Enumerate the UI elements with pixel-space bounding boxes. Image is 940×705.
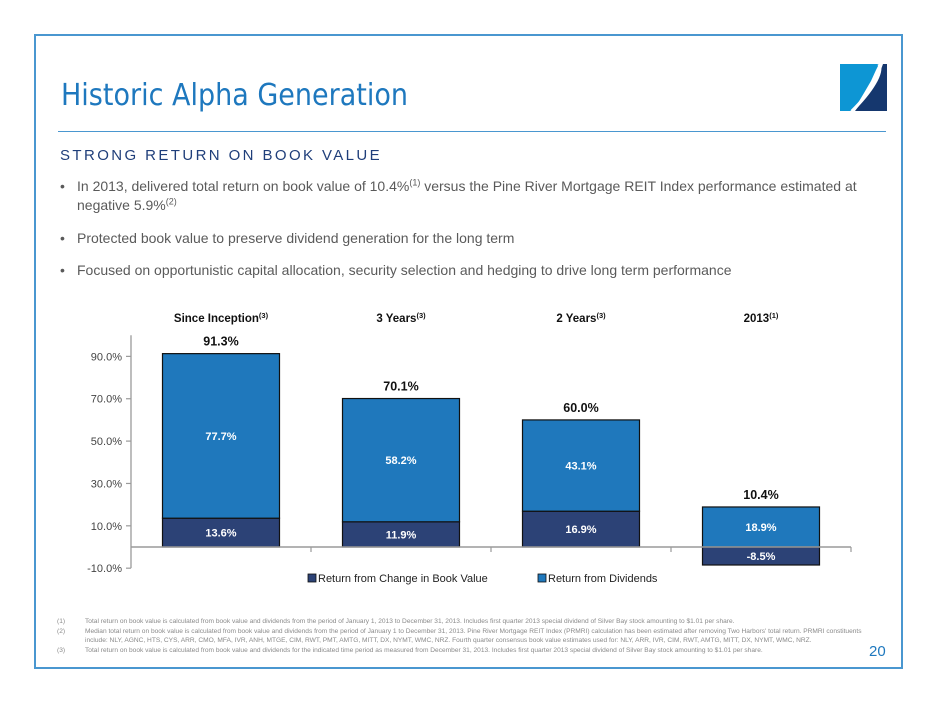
footnote-2: (2) Median total return on book value is … — [57, 627, 877, 646]
bar-segment-label: 77.7% — [205, 431, 236, 443]
bar-segment-label: 13.6% — [205, 528, 236, 540]
footnote-number: (1) — [57, 618, 66, 625]
bar-total-label: 91.3% — [203, 335, 238, 349]
category-label: 3 Years(3) — [376, 311, 426, 325]
bar-segment-label: -8.5% — [747, 551, 776, 563]
category-label: Since Inception(3) — [174, 311, 269, 325]
footnote-text: Total return on book value is calculated… — [85, 646, 763, 654]
bullet-text: In 2013, delivered total return on book … — [77, 178, 410, 194]
bar-segment-book-value — [521, 510, 641, 548]
bar-total-label: 10.4% — [743, 488, 778, 502]
y-tick-label: -10.0% — [87, 563, 122, 575]
stacked-bar-chart: -10.0% 10.0% 30.0% 50.0% 70.0% 90.0% Since Inc… — [87, 311, 852, 585]
footnote-ref: (2) — [165, 196, 177, 207]
footnote-1: (1) Total return on book value is calcula… — [57, 617, 877, 627]
footnote-number: (2) — [57, 627, 66, 635]
bar-segment-label: 18.9% — [745, 522, 776, 534]
bar-segment-label: 43.1% — [565, 461, 596, 473]
bullet-text: versus the Pine River Mortgage REIT Inde… — [77, 178, 857, 213]
bar-segment-label: 16.9% — [565, 524, 596, 536]
bar-segment-label: 58.2% — [385, 455, 416, 467]
slide-frame — [34, 34, 903, 669]
y-tick-label: 70.0% — [91, 394, 122, 406]
footnotes: (1) Total return on book value is calcula… — [57, 617, 877, 655]
bar-total-label: 70.1% — [383, 380, 418, 394]
footnote-text: Total return on book value is calculated… — [85, 618, 735, 625]
y-tick-label: 10.0% — [91, 521, 122, 533]
legend-label: Return from Dividends — [548, 573, 658, 585]
bullet-item: In 2013, delivered total return on book … — [60, 177, 890, 215]
page-title: Historic Alpha Generation — [61, 78, 408, 113]
bar-total-label: 60.0% — [563, 401, 598, 415]
y-tick-label: 30.0% — [91, 478, 122, 490]
legend-label: Return from Change in Book Value — [318, 573, 488, 585]
category-label: 2013(1) — [744, 311, 779, 325]
bullet-list: In 2013, delivered total return on book … — [60, 177, 890, 280]
footnote-number: (3) — [57, 646, 66, 654]
footnote-text: Median total return on book value is cal… — [85, 627, 862, 645]
page-number: 20 — [869, 643, 886, 660]
bullet-text: Focused on opportunistic capital allocat… — [77, 262, 732, 278]
bullet-item: Focused on opportunistic capital allocat… — [60, 261, 890, 280]
bullet-item: Protected book value to preserve dividen… — [60, 229, 890, 248]
bar-segment-label: 11.9% — [386, 529, 417, 541]
bar-segment-dividends — [161, 353, 281, 519]
footnote-3: (3) Total return on book value is calcula… — [57, 646, 877, 656]
brand-logo-icon — [840, 63, 887, 113]
y-tick-label: 50.0% — [91, 436, 122, 448]
legend-swatch — [537, 573, 547, 583]
title-divider — [58, 131, 886, 132]
bar-segment-dividends — [341, 397, 461, 523]
y-tick-label: 90.0% — [91, 351, 122, 363]
bar-segment-dividends — [521, 419, 641, 512]
footnote-ref: (1) — [409, 177, 421, 188]
section-subtitle: STRONG RETURN ON BOOK VALUE — [60, 147, 383, 164]
category-label: 2 Years(3) — [556, 311, 606, 325]
bullet-text: Protected book value to preserve dividen… — [77, 230, 515, 246]
legend-swatch — [307, 573, 317, 583]
